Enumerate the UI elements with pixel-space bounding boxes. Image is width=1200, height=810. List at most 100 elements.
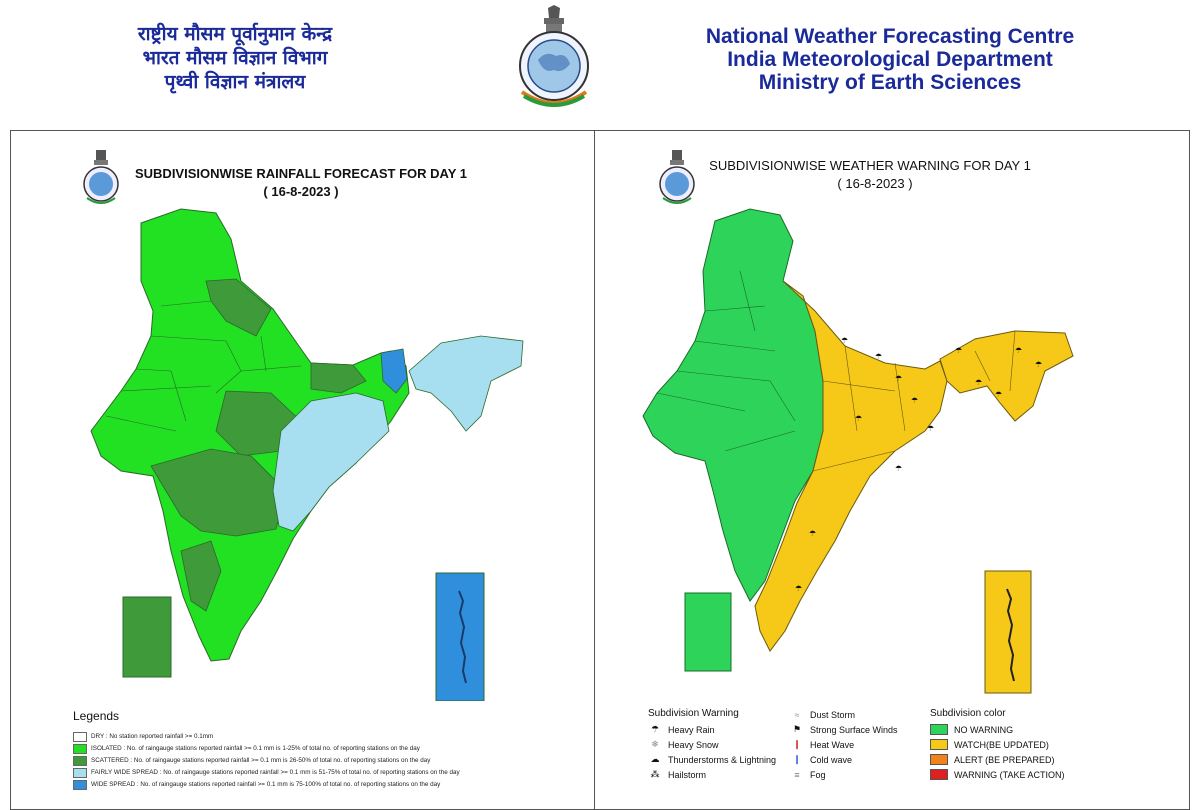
color-legend-title: Subdivision color <box>930 708 1006 719</box>
swatch-watch <box>930 739 948 750</box>
rainfall-map <box>90 208 524 701</box>
svg-text:☂: ☂ <box>995 390 1002 399</box>
legend-swatch-wide-spread <box>73 779 87 790</box>
warning-title: SUBDIVISIONWISE WEATHER WARNING FOR DAY … <box>709 158 1031 173</box>
warning-item-surface-winds: ⚑ Strong Surface Winds <box>790 722 898 737</box>
warning-item-hailstorm: ⁂ Hailstorm <box>648 767 776 782</box>
color-item-alert: ALERT (BE PREPARED) <box>930 752 1065 767</box>
legend-swatch-dry <box>73 731 87 742</box>
legends-title: Legends <box>73 709 120 723</box>
hindi-line-2: भारत मौसम विज्ञान विभाग <box>142 47 328 69</box>
svg-text:☂: ☂ <box>1015 346 1022 355</box>
svg-text:☂: ☂ <box>895 464 902 473</box>
lakshadweep-box-right <box>684 592 732 672</box>
warning-item-heat-wave: ❙ Heat Wave <box>790 737 898 752</box>
english-line-2: India Meteorological Department <box>727 48 1053 71</box>
legend-row-dry: DRY : No station reported rainfall >= 0.… <box>73 731 593 742</box>
surface-wind-icon: ⚑ <box>792 724 802 734</box>
legend-text-fairly-wide: FAIRLY WIDE SPREAD : No. of raingauge st… <box>91 769 460 776</box>
color-label-warning: WARNING (TAKE ACTION) <box>954 769 1065 780</box>
svg-text:☂: ☂ <box>911 396 918 405</box>
warning-label-dust-storm: Dust Storm <box>810 709 856 720</box>
weather-warning-panel: SUBDIVISIONWISE WEATHER WARNING FOR DAY … <box>594 130 1190 810</box>
svg-text:☂: ☂ <box>975 378 982 387</box>
warning-item-dust-storm: ≈ Dust Storm <box>790 707 898 722</box>
warning-date: ( 16-8-2023 ) <box>837 176 913 191</box>
imd-logo <box>519 5 589 107</box>
color-item-no-warning: NO WARNING <box>930 722 1065 737</box>
color-item-watch: WATCH(BE UPDATED) <box>930 737 1065 752</box>
svg-text:☂: ☂ <box>841 336 848 345</box>
english-header: National Weather Forecasting Centre Indi… <box>630 25 1150 94</box>
swatch-no-warning <box>930 724 948 735</box>
warning-item-heavy-snow: ❄ Heavy Snow <box>648 737 776 752</box>
warning-label-cold-wave: Cold wave <box>810 754 853 765</box>
svg-text:☂: ☂ <box>855 414 862 423</box>
warning-label-hailstorm: Hailstorm <box>668 769 707 780</box>
region-northeast <box>408 335 524 432</box>
imd-emblem-icon <box>83 150 119 204</box>
color-item-warning: WARNING (TAKE ACTION) <box>930 767 1065 782</box>
rainfall-forecast-panel: SUBDIVISIONWISE RAINFALL FORECAST FOR DA… <box>10 130 595 810</box>
rainfall-title: SUBDIVISIONWISE RAINFALL FORECAST FOR DA… <box>134 166 468 181</box>
legend-text-scattered: SCATTERED : No. of raingauge stations re… <box>91 757 431 764</box>
svg-text:☂: ☂ <box>927 424 934 433</box>
color-label-watch: WATCH(BE UPDATED) <box>954 739 1049 750</box>
warning-label-heavy-rain: Heavy Rain <box>668 724 715 735</box>
warning-label-heat-wave: Heat Wave <box>810 739 855 750</box>
legend-text-isolated: ISOLATED : No. of raingauge stations rep… <box>91 745 420 752</box>
region-watch-northeast <box>939 330 1074 422</box>
warning-legend-title: Subdivision Warning <box>648 708 739 719</box>
color-legend: Subdivision color NO WARNING WATCH(BE UP… <box>930 708 1065 782</box>
hailstorm-icon: ⁂ <box>650 769 660 779</box>
lakshadweep-box <box>122 596 172 678</box>
warning-label-thunderstorm: Thunderstorms & Lightning <box>668 754 777 765</box>
legend-row-wide-spread: WIDE SPREAD : No. of raingauge stations … <box>73 779 593 790</box>
warning-item-cold-wave: ❙ Cold wave <box>790 752 898 767</box>
color-label-no-warning: NO WARNING <box>954 724 1014 735</box>
svg-text:☂: ☂ <box>895 374 902 383</box>
warning-legend-col2: ≈ Dust Storm ⚑ Strong Surface Winds ❙ He… <box>790 707 898 782</box>
warning-label-surface-winds: Strong Surface Winds <box>810 724 898 735</box>
warning-label-fog: Fog <box>810 769 826 780</box>
region-watch-east <box>754 280 948 652</box>
thunderstorm-icon: ☁ <box>650 754 660 764</box>
legend-row-isolated: ISOLATED : No. of raingauge stations rep… <box>73 743 593 754</box>
warning-label-heavy-snow: Heavy Snow <box>668 739 719 750</box>
swatch-warning <box>930 769 948 780</box>
hindi-line-1: राष्ट्रीय मौसम पूर्वानुमान केन्द्र <box>137 23 333 45</box>
svg-text:☂: ☂ <box>1035 360 1042 369</box>
legend-text-wide-spread: WIDE SPREAD : No. of raingauge stations … <box>91 781 441 788</box>
region-bihar <box>310 362 367 394</box>
svg-text:☂: ☂ <box>875 352 882 361</box>
svg-text:☂: ☂ <box>809 529 816 538</box>
english-line-3: Ministry of Earth Sciences <box>758 71 1022 94</box>
warning-map: ☂ ☂ ☂ ☂ ☂ ☂ ☂ ☂ ☂ ☂ ☂ ☂ ☂ ☂ <box>642 208 1074 694</box>
english-line-1: National Weather Forecasting Centre <box>705 25 1075 48</box>
region-kerala-coast <box>180 540 222 612</box>
legend-row-scattered: SCATTERED : No. of raingauge stations re… <box>73 755 593 766</box>
region-maharashtra <box>150 448 287 537</box>
legend-swatch-isolated <box>73 743 87 754</box>
rainfall-legends: Legends DRY : No station reported rainfa… <box>73 709 593 791</box>
legend-swatch-scattered <box>73 755 87 766</box>
imd-emblem-icon-right <box>659 150 695 204</box>
swatch-alert <box>930 754 948 765</box>
color-label-alert: ALERT (BE PREPARED) <box>954 754 1055 765</box>
warning-item-thunderstorm: ☁ Thunderstorms & Lightning <box>648 752 777 767</box>
hindi-line-3: पृथ्वी विज्ञान मंत्रालय <box>164 71 306 93</box>
dust-storm-icon: ≈ <box>794 709 800 720</box>
fog-icon: ≡ <box>794 769 800 780</box>
hindi-header: राष्ट्रीय मौसम पूर्वानुमान केन्द्र भारत … <box>60 22 410 94</box>
legend-swatch-fairly-wide <box>73 767 87 778</box>
heavy-rain-icon: ☂ <box>650 724 660 734</box>
warning-item-fog: ≡ Fog <box>790 767 898 782</box>
svg-text:☂: ☂ <box>795 584 802 593</box>
legend-row-fairly-wide: FAIRLY WIDE SPREAD : No. of raingauge st… <box>73 767 593 778</box>
warning-item-heavy-rain: ☂ Heavy Rain <box>648 722 776 737</box>
region-sub-himalayan-wb <box>380 348 408 394</box>
rainfall-date: ( 16-8-2023 ) <box>263 184 339 199</box>
svg-text:☂: ☂ <box>955 346 962 355</box>
heat-wave-icon: ❙ <box>793 739 801 749</box>
cold-wave-icon: ❙ <box>793 754 801 764</box>
